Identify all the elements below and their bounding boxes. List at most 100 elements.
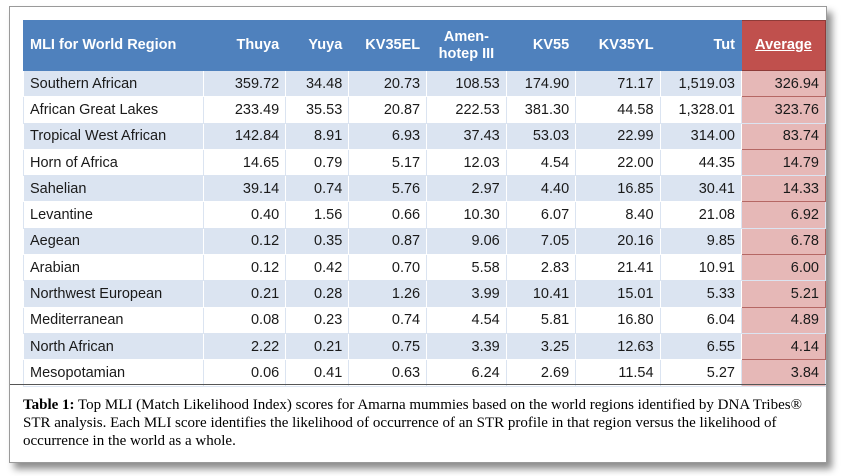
header-amen-line1: Amen-: [443, 28, 489, 45]
cell-amen: 5.58: [426, 254, 507, 282]
cell-amen: 10.30: [426, 201, 507, 229]
cell-yuya: 0.41: [285, 359, 350, 387]
table-row: Sahelian 39.14 0.74 5.76 2.97 4.40 16.85 30.41 1…: [22, 175, 827, 203]
cell-amen: 9.06: [426, 227, 507, 256]
cell-kv55: 174.90: [505, 69, 577, 98]
cell-kv55: 3.25: [505, 332, 577, 361]
cell-tut: 10.91: [659, 254, 742, 282]
table-row: North African 2.22 0.21 0.75 3.39 3.25 12.63 6.…: [22, 332, 827, 361]
cell-kv55: 4.54: [505, 148, 577, 177]
cell-kv35el: 1.26: [348, 280, 428, 308]
cell-thuya: 0.08: [203, 306, 287, 334]
cell-kv55: 6.07: [505, 201, 577, 229]
header-yuya: Yuya: [285, 20, 350, 71]
cell-region: Northwest European: [22, 280, 205, 308]
cell-thuya: 2.22: [203, 332, 287, 361]
cell-region: Arabian: [22, 254, 205, 282]
cell-kv35yl: 8.40: [575, 201, 661, 229]
cell-kv35el: 0.63: [348, 359, 428, 387]
cell-yuya: 34.48: [285, 69, 350, 98]
cell-kv35yl: 21.41: [575, 254, 661, 282]
cell-amen: 37.43: [426, 122, 507, 150]
cell-tut: 5.27: [659, 359, 742, 387]
cell-kv35yl: 22.00: [575, 148, 661, 177]
cell-kv35yl: 12.63: [575, 332, 661, 361]
cell-kv35yl: 22.99: [575, 122, 661, 150]
cell-kv35el: 5.17: [348, 148, 428, 177]
cell-kv35yl: 71.17: [575, 69, 661, 98]
cell-kv35el: 0.75: [348, 332, 428, 361]
cell-kv35el: 20.73: [348, 69, 428, 98]
cell-avg: 4.89: [740, 306, 827, 334]
cell-yuya: 0.23: [285, 306, 350, 334]
cell-amen: 108.53: [426, 69, 507, 98]
table-row: Arabian 0.12 0.42 0.70 5.58 2.83 21.41 10.91 6.0…: [22, 254, 827, 282]
cell-tut: 6.04: [659, 306, 742, 334]
cell-tut: 1,328.01: [659, 96, 742, 124]
cell-kv55: 2.69: [505, 359, 577, 387]
header-amenhotep-iii: Amen- hotep III: [426, 20, 507, 71]
cell-yuya: 0.28: [285, 280, 350, 308]
cell-avg: 6.78: [740, 227, 827, 256]
cell-thuya: 0.12: [203, 254, 287, 282]
cell-tut: 6.55: [659, 332, 742, 361]
cell-kv35el: 20.87: [348, 96, 428, 124]
cell-yuya: 0.35: [285, 227, 350, 256]
cell-amen: 3.99: [426, 280, 507, 308]
cell-thuya: 0.21: [203, 280, 287, 308]
cell-yuya: 0.79: [285, 148, 350, 177]
cell-amen: 12.03: [426, 148, 507, 177]
cell-tut: 44.35: [659, 148, 742, 177]
table-row: African Great Lakes 233.49 35.53 20.87 222.5…: [22, 96, 827, 124]
cell-kv35yl: 20.16: [575, 227, 661, 256]
caption-divider: [10, 384, 826, 385]
header-tut: Tut: [659, 20, 742, 71]
table-row: Aegean 0.12 0.35 0.87 9.06 7.05 20.16 9.85 6.78: [22, 227, 827, 256]
cell-region: Mesopotamian: [22, 359, 205, 387]
cell-yuya: 0.42: [285, 254, 350, 282]
cell-avg: 323.76: [740, 96, 827, 124]
cell-kv35el: 0.87: [348, 227, 428, 256]
cell-region: Sahelian: [22, 175, 205, 203]
cell-amen: 6.24: [426, 359, 507, 387]
cell-thuya: 14.65: [203, 148, 287, 177]
header-average: Average: [740, 20, 827, 71]
cell-tut: 1,519.03: [659, 69, 742, 98]
cell-kv35el: 6.93: [348, 122, 428, 150]
cell-thuya: 0.40: [203, 201, 287, 229]
cell-thuya: 233.49: [203, 96, 287, 124]
cell-amen: 3.39: [426, 332, 507, 361]
cell-kv35yl: 11.54: [575, 359, 661, 387]
header-kv55: KV55: [505, 20, 577, 71]
table-row: Mesopotamian 0.06 0.41 0.63 6.24 2.69 11.54 5.2…: [22, 359, 827, 387]
header-row: MLI for World Region Thuya Yuya KV35EL A…: [22, 20, 827, 71]
cell-tut: 5.33: [659, 280, 742, 308]
table-body: Southern African 359.72 34.48 20.73 108.53 17…: [22, 69, 827, 387]
cell-tut: 21.08: [659, 201, 742, 229]
header-kv35el: KV35EL: [348, 20, 428, 71]
cell-region: Tropical West African: [22, 122, 205, 150]
cell-kv55: 5.81: [505, 306, 577, 334]
caption-label: Table 1:: [23, 397, 75, 413]
cell-kv55: 53.03: [505, 122, 577, 150]
cell-region: Horn of Africa: [22, 148, 205, 177]
cell-kv55: 7.05: [505, 227, 577, 256]
table-row: Northwest European 0.21 0.28 1.26 3.99 10.41 1…: [22, 280, 827, 308]
cell-kv35yl: 15.01: [575, 280, 661, 308]
cell-avg: 4.14: [740, 332, 827, 361]
cell-tut: 314.00: [659, 122, 742, 150]
cell-kv55: 4.40: [505, 175, 577, 203]
cell-yuya: 0.74: [285, 175, 350, 203]
header-amen-line2: hotep III: [438, 45, 495, 62]
cell-tut: 30.41: [659, 175, 742, 203]
cell-region: Mediterranean: [22, 306, 205, 334]
cell-avg: 14.79: [740, 148, 827, 177]
cell-kv35el: 5.76: [348, 175, 428, 203]
cell-region: North African: [22, 332, 205, 361]
header-kv35yl: KV35YL: [575, 20, 661, 71]
cell-kv35el: 0.70: [348, 254, 428, 282]
cell-yuya: 0.21: [285, 332, 350, 361]
cell-kv55: 2.83: [505, 254, 577, 282]
cell-yuya: 1.56: [285, 201, 350, 229]
cell-avg: 83.74: [740, 122, 827, 150]
